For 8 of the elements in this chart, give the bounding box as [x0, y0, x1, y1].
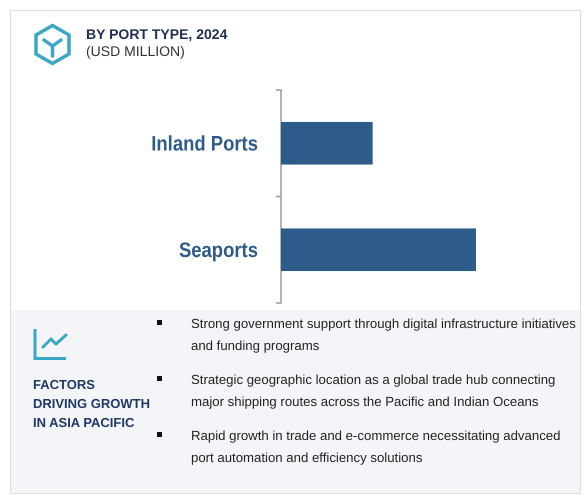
text: Rapid growth in trade and e-commerce necessitating advanced port automation and efficiency solutions [190, 427, 562, 467]
y-tick-label: Seaports [178, 239, 258, 262]
y-tick-label: Inland Ports [151, 132, 258, 156]
text: (USD MILLION) [86, 43, 185, 59]
text: BY PORT TYPE, 2024 [86, 26, 228, 42]
text: Strategic geographic location as a global trade hub connecting major shipping routes across the Pacific and Indian Oceans [190, 371, 556, 411]
text: FACTORS DRIVING GROWTH IN ASIA PACIFIC [33, 376, 151, 432]
text: Strong government support through digital infrastructure initiatives and funding programs [190, 315, 577, 355]
